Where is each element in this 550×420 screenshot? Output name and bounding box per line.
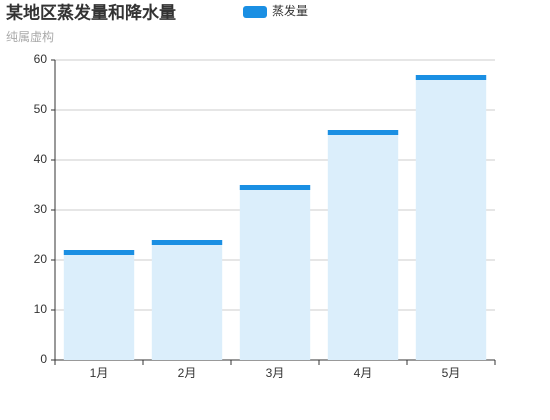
legend-label: 蒸发量 xyxy=(272,3,308,18)
bar-cap xyxy=(239,185,311,190)
bar-cap xyxy=(327,130,399,135)
bar xyxy=(239,185,311,360)
y-tick-label: 50 xyxy=(34,102,48,116)
x-tick-label: 3月 xyxy=(266,366,285,380)
y-tick-label: 30 xyxy=(34,202,48,216)
y-tick-label: 0 xyxy=(40,352,47,366)
y-tick-label: 40 xyxy=(34,152,48,166)
x-tick-label: 5月 xyxy=(442,366,461,380)
bar-cap xyxy=(63,250,135,255)
legend-swatch xyxy=(243,6,267,18)
bar-cap xyxy=(151,240,223,245)
bar xyxy=(151,240,223,360)
chart-subtitle: 纯属虚构 xyxy=(6,29,54,44)
x-tick-label: 4月 xyxy=(354,366,373,380)
y-tick-label: 20 xyxy=(34,252,48,266)
x-tick-label: 2月 xyxy=(178,366,197,380)
chart-title: 某地区蒸发量和降水量 xyxy=(6,2,176,22)
bar-cap xyxy=(415,75,487,80)
x-tick-label: 1月 xyxy=(90,366,109,380)
bar xyxy=(327,130,399,360)
bar xyxy=(415,75,487,360)
y-tick-label: 60 xyxy=(34,52,48,66)
y-tick-label: 10 xyxy=(34,302,48,316)
bar xyxy=(63,250,135,360)
